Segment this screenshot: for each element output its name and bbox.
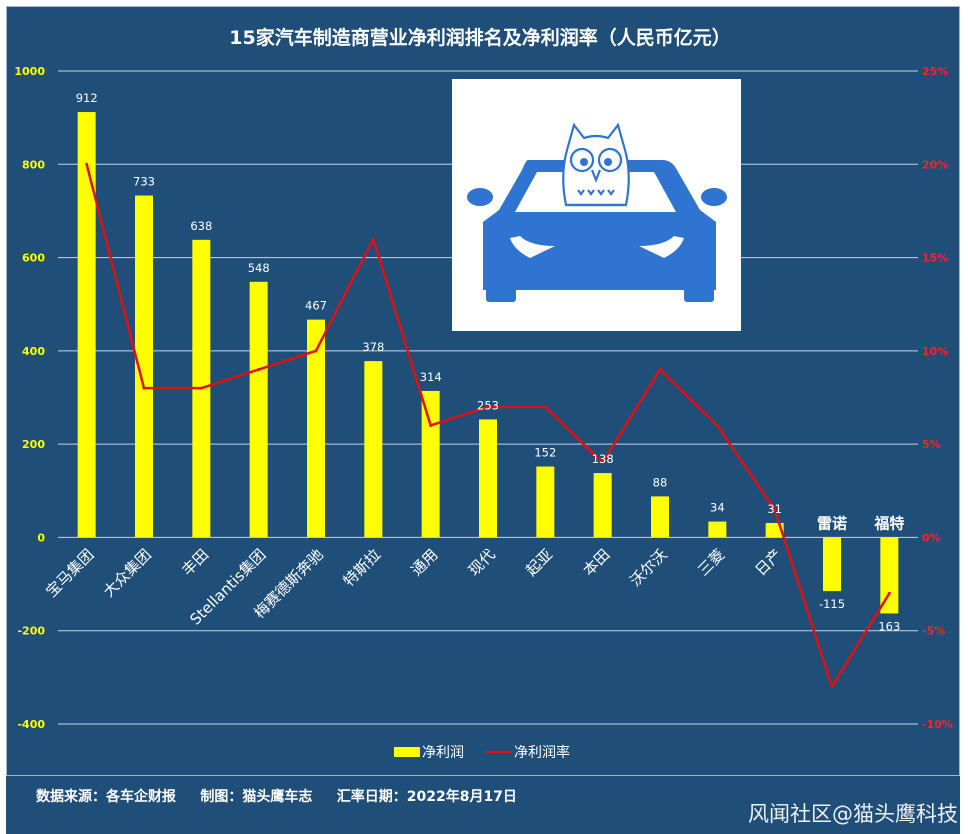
x-tick-label: 雷诺 bbox=[817, 514, 847, 532]
bar bbox=[249, 281, 268, 538]
profit-rate-point bbox=[314, 349, 318, 353]
profit-rate-point bbox=[486, 405, 490, 409]
y-right-tick-label: 10% bbox=[922, 345, 948, 358]
bar-data-label: 88 bbox=[653, 475, 668, 489]
legend-label-profit-rate: 净利润率 bbox=[514, 744, 570, 761]
x-tick-label: 日产 bbox=[752, 546, 786, 580]
bar-data-label: 378 bbox=[362, 340, 384, 354]
y-left-tick-label: 600 bbox=[22, 252, 45, 265]
bars bbox=[77, 112, 899, 614]
y-left-tick-label: -400 bbox=[17, 718, 45, 731]
bar-data-label: 152 bbox=[534, 446, 556, 460]
profit-rate-point bbox=[658, 368, 662, 372]
bar-data-label: 31 bbox=[767, 502, 782, 516]
profit-rate-point bbox=[85, 162, 89, 166]
bar-data-label: 163 bbox=[878, 619, 900, 633]
bar bbox=[421, 390, 440, 538]
x-tick-label: 福特 bbox=[873, 514, 904, 532]
x-tick-label: 沃尔沃 bbox=[626, 546, 671, 591]
x-tick-label: 通用 bbox=[408, 546, 442, 580]
bar-data-label: 467 bbox=[305, 299, 327, 313]
profit-rate-point bbox=[543, 405, 547, 409]
bar bbox=[135, 195, 153, 538]
bar bbox=[479, 419, 497, 538]
profit-rate-point bbox=[371, 237, 375, 241]
bar bbox=[307, 319, 325, 538]
bar bbox=[708, 521, 727, 538]
x-tick-label: 丰田 bbox=[178, 546, 212, 580]
bar-data-label: -115 bbox=[819, 597, 845, 611]
bar bbox=[823, 537, 841, 592]
bar-data-label: 912 bbox=[76, 91, 98, 105]
profit-rate-point bbox=[773, 507, 777, 511]
footer-source-text: 数据来源：各车企财报 制图：猫头鹰车志 汇率日期：2022年8月17日 bbox=[36, 789, 517, 805]
profit-rate-line-group bbox=[85, 162, 891, 689]
y-left-tick-label: 0 bbox=[37, 531, 45, 544]
bar-data-label: 314 bbox=[420, 370, 442, 384]
x-tick-label: 特斯拉 bbox=[340, 546, 385, 591]
legend-swatch-bar bbox=[394, 747, 420, 757]
bar bbox=[880, 537, 899, 614]
y-right-tick-label: 20% bbox=[922, 158, 948, 171]
footer-bar: 数据来源：各车企财报 制图：猫头鹰车志 汇率日期：2022年8月17日 bbox=[6, 776, 960, 834]
x-tick-label: 起亚 bbox=[522, 546, 556, 580]
y-right-tick-label: 0% bbox=[922, 531, 941, 544]
watermark: 风闻社区@猫头鹰科技 bbox=[748, 802, 958, 826]
x-tick-label: 大众集团 bbox=[100, 546, 155, 601]
legend-label-net-profit: 净利润 bbox=[422, 745, 464, 761]
profit-rate-point bbox=[887, 591, 891, 595]
y-right-tick-label: 25% bbox=[922, 65, 948, 78]
bar-data-label: 34 bbox=[710, 501, 725, 515]
x-tick-label: 宝马集团 bbox=[42, 546, 97, 601]
x-tick-label: 三菱 bbox=[694, 546, 728, 580]
bar bbox=[593, 473, 612, 538]
y-left-tick-label: 400 bbox=[22, 345, 45, 358]
chart-title: 15家汽车制造商营业净利润排名及净利润率（人民币亿元） bbox=[229, 26, 730, 49]
profit-rate-point bbox=[715, 423, 719, 427]
y-right-tick-label: -5% bbox=[922, 625, 945, 638]
bar-data-label: 138 bbox=[592, 452, 614, 466]
bar bbox=[536, 466, 555, 538]
y-left-tick-label: 200 bbox=[22, 438, 45, 451]
profit-rate-point bbox=[601, 461, 605, 465]
profit-rate-point bbox=[429, 423, 433, 427]
profit-rate-point bbox=[142, 386, 146, 390]
y-left-tick-label: 800 bbox=[22, 158, 45, 171]
bar-data-label: 253 bbox=[477, 398, 499, 412]
bar-data-label: 733 bbox=[133, 175, 155, 189]
owl-car-logo bbox=[452, 79, 741, 331]
y-left-tick-label: 1000 bbox=[14, 65, 45, 78]
bar-data-label: 548 bbox=[248, 261, 270, 275]
bar bbox=[364, 361, 383, 538]
bar bbox=[651, 496, 669, 538]
y-right-tick-label: -10% bbox=[922, 718, 953, 731]
bar bbox=[77, 112, 96, 538]
y-right-tick-label: 15% bbox=[922, 252, 948, 265]
bar-data-label: 638 bbox=[190, 219, 212, 233]
profit-rate-point bbox=[199, 386, 203, 390]
profit-rate-point bbox=[257, 368, 261, 372]
y-left-tick-label: -200 bbox=[17, 625, 45, 638]
profit-rate-point bbox=[830, 685, 834, 689]
x-tick-label: 本田 bbox=[580, 546, 614, 580]
chart: 15家汽车制造商营业净利润排名及净利润率（人民币亿元） 912 733 638 548… bbox=[14, 26, 953, 761]
x-tick-label: 现代 bbox=[465, 546, 499, 580]
data-labels: 912 733 638 548 467 378 314 253 152 138 88 34 31 -115… bbox=[76, 91, 901, 633]
y-right-tick-label: 5% bbox=[922, 438, 941, 451]
legend: 净利润 净利润率 bbox=[394, 744, 570, 761]
